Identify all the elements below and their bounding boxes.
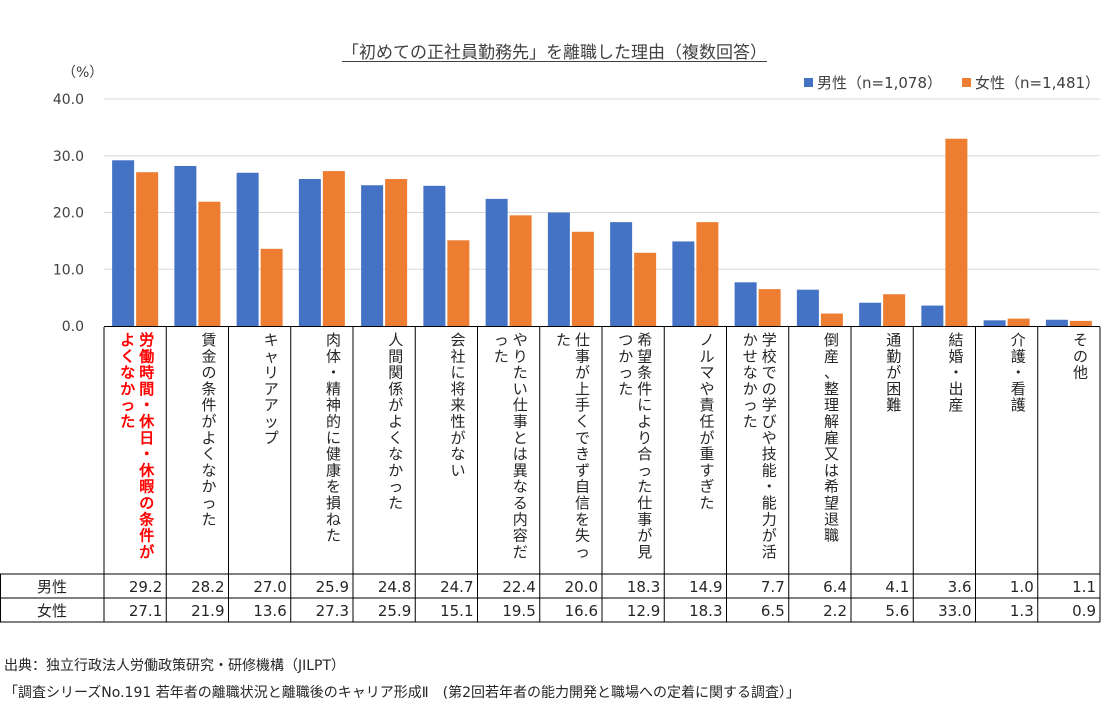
bar-female — [385, 179, 408, 326]
data-label-male: 20.0 — [565, 578, 598, 596]
legend-swatch-female — [962, 78, 972, 87]
bar-female — [260, 248, 283, 326]
category-label: やりたい仕事とは異なる内容だった — [494, 331, 528, 561]
category-label: キャリアアップ — [264, 331, 279, 447]
y-tick-label: 10.0 — [53, 262, 84, 278]
data-label-female: 2.2 — [823, 602, 847, 620]
bar-male — [734, 282, 757, 326]
legend-item-female: 女性（n=1,481） — [962, 72, 1100, 93]
chart-title: 「初めての正社員勤務先」を離職した理由（複数回答） — [342, 43, 767, 63]
bar-male — [361, 185, 384, 326]
data-label-female: 15.1 — [440, 602, 473, 620]
data-label-female: 25.9 — [378, 602, 411, 620]
legend: 男性（n=1,078） 女性（n=1,481） — [804, 72, 1100, 93]
legend-label-female: 女性（n=1,481） — [975, 74, 1101, 92]
category-label: 介護・看護 — [1011, 331, 1026, 414]
data-label-male: 3.6 — [948, 578, 972, 596]
bar-female — [447, 240, 470, 326]
data-label-male: 28.2 — [191, 578, 224, 596]
y-tick-label: 30.0 — [53, 149, 84, 165]
legend-item-male: 男性（n=1,078） — [804, 72, 942, 93]
data-label-male: 1.0 — [1010, 578, 1034, 596]
data-label-male: 22.4 — [502, 578, 535, 596]
data-label-male: 29.2 — [129, 578, 162, 596]
data-label-male: 24.8 — [378, 578, 411, 596]
bar-female — [198, 201, 221, 326]
category-label: 倒産、整理解雇又は希望退職 — [824, 331, 839, 545]
bar-female — [758, 289, 781, 326]
bar-male — [921, 305, 944, 326]
bar-male — [672, 241, 695, 326]
bar-male — [236, 172, 259, 326]
category-label: 会社に将来性がない — [450, 331, 465, 479]
bar-male — [1045, 319, 1068, 326]
data-label-female: 12.9 — [627, 602, 660, 620]
bar-male — [983, 320, 1006, 326]
category-label: 通勤が困難 — [886, 331, 901, 414]
bar-female — [883, 294, 906, 326]
data-label-female: 27.3 — [316, 602, 349, 620]
data-label-female: 13.6 — [253, 602, 286, 620]
bar-male — [485, 198, 508, 326]
source-line-2: 「調査シリーズNo.191 若年者の離職状況と離職後のキャリア形成Ⅱ (第2回若… — [4, 685, 800, 701]
bar-female — [820, 313, 843, 326]
category-label: 結婚・出産 — [948, 331, 963, 414]
category-label: 労働時間・休日・休暇の条件がよくなかった — [120, 331, 155, 561]
bar-male — [112, 160, 135, 326]
data-label-male: 6.4 — [823, 578, 847, 596]
bar-male — [859, 302, 882, 326]
bar-female — [509, 215, 532, 326]
data-label-male: 18.3 — [627, 578, 660, 596]
bar-female — [696, 222, 719, 326]
bar-female — [322, 171, 345, 326]
data-label-male: 14.9 — [689, 578, 722, 596]
data-label-female: 6.5 — [761, 602, 785, 620]
data-label-female: 33.0 — [938, 602, 971, 620]
bar-female — [1007, 318, 1030, 326]
category-label: 人間関係がよくなかった — [388, 331, 403, 512]
data-label-male: 1.1 — [1072, 578, 1096, 596]
table-row-label-female: 女性 — [37, 602, 67, 620]
data-label-female: 27.1 — [129, 602, 162, 620]
data-label-female: 0.9 — [1072, 602, 1096, 620]
data-label-female: 18.3 — [689, 602, 722, 620]
data-label-female: 19.5 — [502, 602, 535, 620]
category-label: 学校での学びや技能・能力が活かせなかった — [743, 331, 777, 561]
y-axis-unit-label: （%） — [62, 65, 104, 81]
category-label: 肉体・精神的に健康を損ねた — [326, 331, 341, 545]
bar-male — [298, 179, 321, 326]
data-label-female: 21.9 — [191, 602, 224, 620]
bar-male — [174, 165, 197, 326]
data-label-female: 1.3 — [1010, 602, 1034, 620]
data-label-female: 5.6 — [885, 602, 909, 620]
table-row-label-male: 男性 — [37, 578, 67, 596]
category-label: 希望条件により合った仕事が見つかった — [618, 331, 652, 561]
data-label-male: 7.7 — [761, 578, 785, 596]
data-label-male: 4.1 — [885, 578, 909, 596]
data-label-male: 25.9 — [316, 578, 349, 596]
y-tick-label: 20.0 — [53, 206, 84, 222]
legend-swatch-male — [804, 78, 813, 87]
bar-female — [945, 138, 968, 326]
bar-female — [136, 172, 159, 326]
category-label: その他 — [1073, 331, 1088, 382]
y-tick-label: 40.0 — [53, 92, 84, 108]
bar-male — [423, 185, 446, 326]
bar-male — [610, 222, 633, 326]
bar-female — [1069, 320, 1092, 326]
category-label: ノルマや責任が重すぎた — [699, 331, 714, 512]
category-label: 仕事が上手くできず自信を失った — [556, 331, 590, 561]
bar-female — [571, 231, 594, 326]
bar-male — [796, 289, 819, 326]
y-tick-label: 0.0 — [62, 319, 84, 335]
source-line-1: 出典：独立行政法人労働政策研究・研修機構（JILPT） — [4, 658, 346, 674]
legend-label-male: 男性（n=1,078） — [817, 74, 943, 92]
category-label: 賃金の条件がよくなかった — [201, 331, 216, 528]
bar-female — [634, 252, 657, 326]
data-label-female: 16.6 — [565, 602, 598, 620]
data-label-male: 27.0 — [253, 578, 286, 596]
data-label-male: 24.7 — [440, 578, 473, 596]
bar-male — [547, 212, 570, 326]
